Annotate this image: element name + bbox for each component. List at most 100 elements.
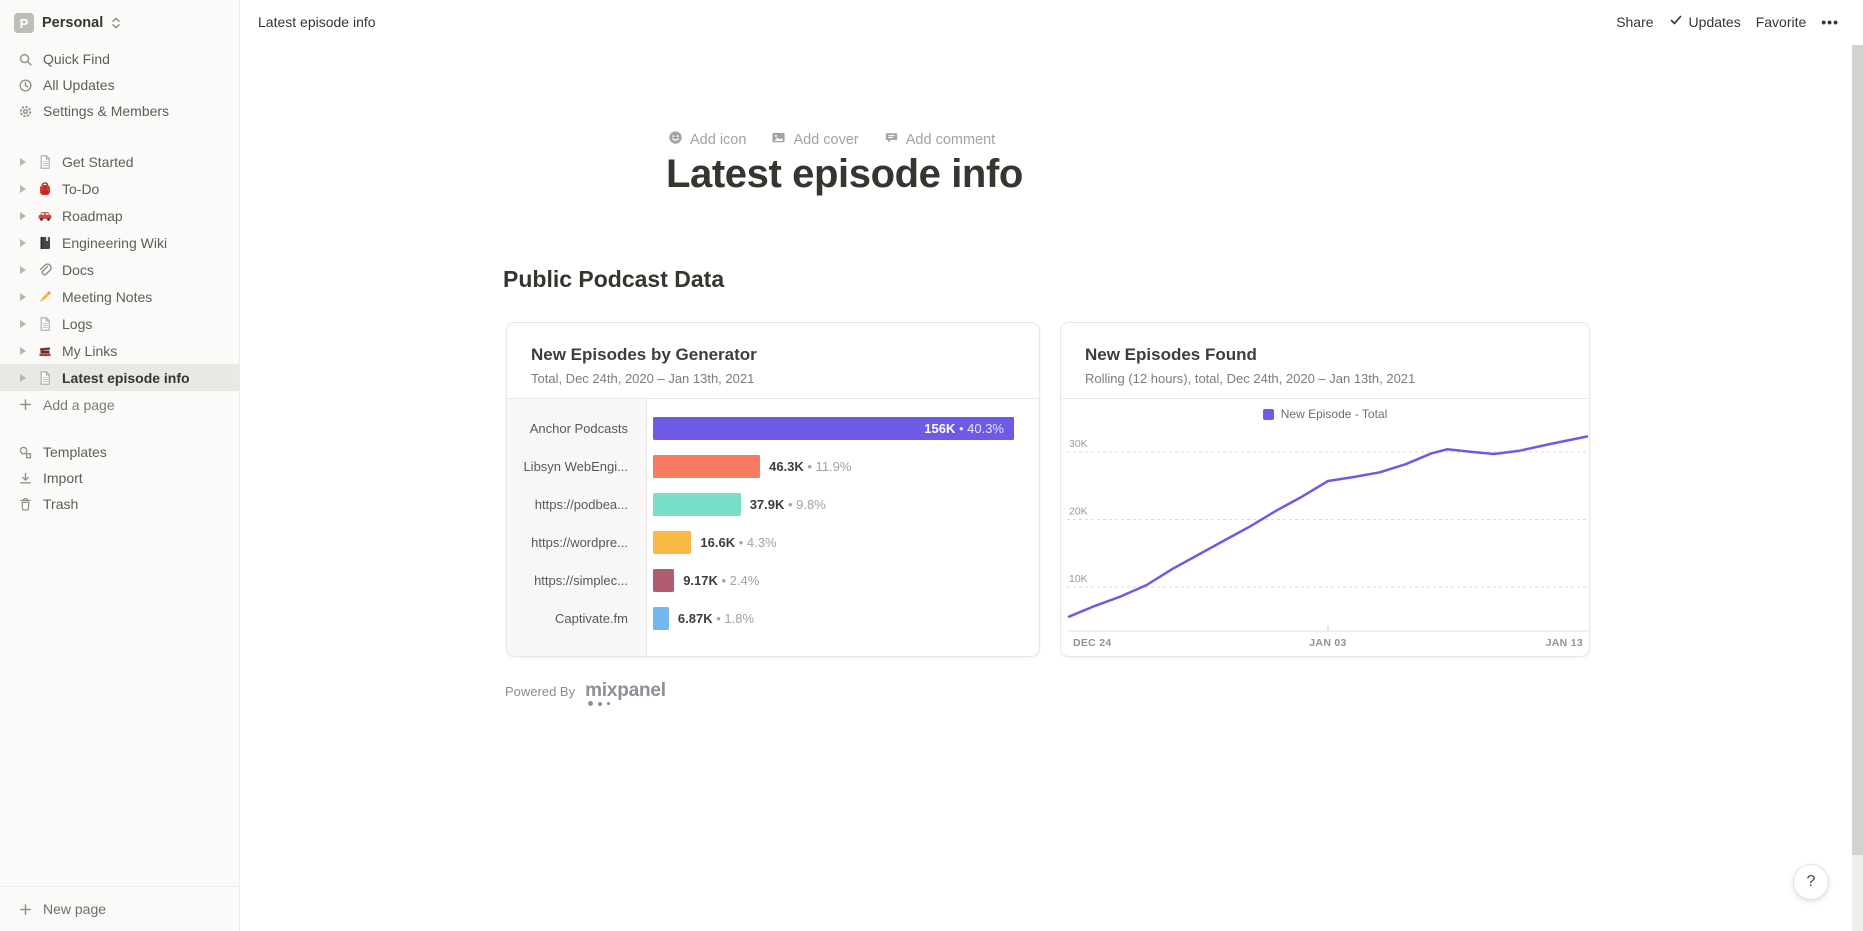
bar-category-label: Captivate.fm <box>555 611 628 626</box>
powered-by-label: Powered By <box>505 684 576 699</box>
car-icon <box>36 208 54 224</box>
favorite-button[interactable]: Favorite <box>1755 14 1807 30</box>
toggle-chevron-icon[interactable] <box>18 373 32 382</box>
bar-value-label: 37.9K • 9.8% <box>749 497 826 512</box>
bar-category-label: Libsyn WebEngi... <box>523 459 628 474</box>
updates-label: Updates <box>1688 14 1741 30</box>
image-icon <box>771 130 786 149</box>
sidebar-item-label: Quick Find <box>43 51 110 67</box>
plus-icon <box>16 901 34 917</box>
sidebar-item-meeting-notes[interactable]: Meeting Notes <box>0 283 239 310</box>
toggle-chevron-icon[interactable] <box>18 319 32 328</box>
page-icon <box>36 370 54 386</box>
bar-category-label: https://wordpre... <box>531 535 628 550</box>
chart-subtitle: Rolling (12 hours), total, Dec 24th, 202… <box>1085 371 1416 386</box>
sidebar-item-label: Engineering Wiki <box>62 234 168 251</box>
toggle-chevron-icon[interactable] <box>18 292 32 301</box>
new-page-label: New page <box>43 901 107 917</box>
sidebar-item-to-do[interactable]: To-Do <box>0 175 239 202</box>
divider <box>507 398 1039 399</box>
mixpanel-logo[interactable]: mixpanel <box>585 680 666 706</box>
page-header-actions: Add icon Add cover Add comment <box>668 130 995 149</box>
chart-legend: New Episode - Total <box>1061 407 1589 421</box>
chart-subtitle: Total, Dec 24th, 2020 – Jan 13th, 2021 <box>531 371 755 386</box>
sidebar-item-roadmap[interactable]: Roadmap <box>0 202 239 229</box>
add-comment-button[interactable]: Add comment <box>884 130 995 149</box>
sidebar-item-latest-episode-info[interactable]: Latest episode info <box>0 364 239 391</box>
sidebar-item-label: Get Started <box>62 153 134 170</box>
scrollbar-track[interactable] <box>1852 45 1863 931</box>
bar <box>653 607 669 630</box>
sidebar-item-my-links[interactable]: My Links <box>0 337 239 364</box>
chart-title: New Episodes by Generator <box>531 345 757 364</box>
templates-icon <box>16 444 34 460</box>
toggle-chevron-icon[interactable] <box>18 184 32 193</box>
bar-value-label: 16.6K • 4.3% <box>700 535 777 550</box>
books-icon <box>36 343 54 359</box>
updates-button[interactable]: Updates <box>1669 12 1741 32</box>
sidebar-item-quick-find[interactable]: Quick Find <box>0 46 239 72</box>
share-button[interactable]: Share <box>1616 14 1654 30</box>
plus-icon <box>16 397 34 413</box>
svg-text:JAN 03: JAN 03 <box>1309 637 1346 649</box>
sidebar-item-settings-members[interactable]: Settings & Members <box>0 98 239 124</box>
add-cover-button[interactable]: Add cover <box>771 130 859 149</box>
toggle-chevron-icon[interactable] <box>18 265 32 274</box>
sidebar-item-trash[interactable]: Trash <box>0 491 239 517</box>
smiley-icon <box>668 130 683 149</box>
sidebar-item-templates[interactable]: Templates <box>0 439 239 465</box>
more-options-button[interactable]: ••• <box>1821 14 1839 30</box>
sidebar-item-label: All Updates <box>43 77 115 93</box>
mixpanel-dots-icon <box>588 701 610 706</box>
bar-chart-card: New Episodes by Generator Total, Dec 24t… <box>506 322 1040 657</box>
sidebar-item-label: Settings & Members <box>43 103 170 119</box>
toggle-chevron-icon[interactable] <box>18 157 32 166</box>
notebook-icon <box>36 235 54 251</box>
sidebar-item-logs[interactable]: Logs <box>0 310 239 337</box>
workspace-switcher[interactable]: P Personal <box>0 9 239 37</box>
toggle-chevron-icon[interactable] <box>18 238 32 247</box>
add-a-page-label: Add a page <box>43 396 115 413</box>
clock-icon <box>16 77 34 93</box>
workspace-name: Personal <box>42 15 104 31</box>
line-plot: 10K 20K 30K DEC 24 JAN 03 JAN 13 <box>1067 435 1589 649</box>
bar-category-label: https://simplec... <box>534 573 628 588</box>
sidebar-top-menu: Quick Find All Updates Settings & Members <box>0 46 239 124</box>
section-heading[interactable]: Public Podcast Data <box>503 266 725 292</box>
help-button[interactable]: ? <box>1793 864 1829 900</box>
sidebar-item-label: Docs <box>62 261 94 278</box>
sidebar-item-label: Meeting Notes <box>62 288 153 305</box>
sidebar-item-get-started[interactable]: Get Started <box>0 148 239 175</box>
paperclip-icon <box>36 262 54 278</box>
bar-row: https://wordpre... 16.6K • 4.3% <box>507 524 1029 562</box>
sidebar-item-all-updates[interactable]: All Updates <box>0 72 239 98</box>
new-page-button[interactable]: New page <box>0 886 239 931</box>
page-title[interactable]: Latest episode info <box>666 152 1023 196</box>
sidebar-item-label: To-Do <box>62 180 100 197</box>
trash-icon <box>16 496 34 512</box>
bar <box>653 569 675 592</box>
scrollbar-thumb[interactable] <box>1852 45 1863 855</box>
add-cover-label: Add cover <box>793 131 859 148</box>
import-icon <box>16 470 34 486</box>
legend-swatch <box>1262 408 1274 420</box>
bar-row: Anchor Podcasts 156K • 40.3% <box>507 410 1029 448</box>
sidebar-item-import[interactable]: Import <box>0 465 239 491</box>
bar-row: https://podbea... 37.9K • 9.8% <box>507 486 1029 524</box>
add-icon-button[interactable]: Add icon <box>668 130 746 149</box>
chevron-updown-icon <box>109 16 123 30</box>
toggle-chevron-icon[interactable] <box>18 346 32 355</box>
bar <box>653 455 761 478</box>
sidebar: P Personal Quick Find All Updates Settings… <box>0 0 240 931</box>
bar-rows: Anchor Podcasts 156K • 40.3% Libsyn WebEng… <box>507 410 1029 638</box>
sidebar-item-engineering-wiki[interactable]: Engineering Wiki <box>0 229 239 256</box>
bar <box>653 493 741 516</box>
breadcrumb[interactable]: Latest episode info <box>258 14 376 30</box>
toggle-chevron-icon[interactable] <box>18 211 32 220</box>
check-icon <box>1669 12 1683 32</box>
bar-row: https://simplec... 9.17K • 2.4% <box>507 562 1029 600</box>
sidebar-page-tree: Get Started To-Do Roadmap Engineering Wiki D… <box>0 148 239 391</box>
sidebar-item-docs[interactable]: Docs <box>0 256 239 283</box>
add-a-page-button[interactable]: Add a page <box>0 391 239 418</box>
